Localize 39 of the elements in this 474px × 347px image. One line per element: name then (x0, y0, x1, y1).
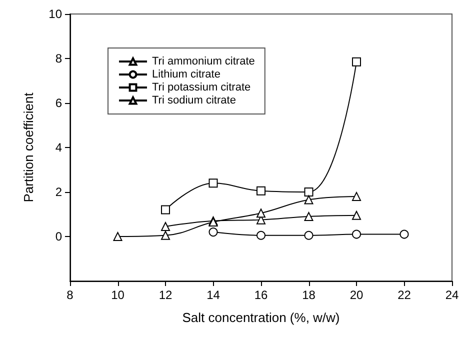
x-tick-label: 20 (350, 288, 364, 302)
y-tick-label: 4 (55, 140, 62, 154)
point (256, 186, 266, 196)
point (304, 230, 314, 240)
legend-label: Lithium citrate (152, 68, 220, 80)
point (208, 178, 218, 188)
point (304, 188, 314, 196)
point (352, 192, 361, 201)
y-tick-label: 10 (48, 7, 62, 21)
legend-label: Tri potassium citrate (152, 82, 251, 94)
point (352, 210, 361, 220)
point (208, 228, 218, 237)
x-tick-label: 12 (158, 288, 172, 302)
point (256, 208, 266, 218)
legend-label: Tri ammonium citrate (152, 56, 255, 68)
y-tick-label: 0 (55, 230, 62, 244)
point (352, 57, 361, 66)
x-tick-label: 8 (66, 288, 74, 302)
y-tick-label: 8 (55, 52, 62, 66)
point (161, 222, 170, 231)
y-tick-label: 2 (55, 185, 62, 199)
point (352, 230, 361, 239)
y-axis-title: Partition coefficient (21, 92, 36, 202)
x-axis-title: Salt concentration (%, w/w) (182, 310, 340, 325)
x-tick-label: 14 (206, 288, 220, 302)
x-tick-label: 22 (398, 288, 412, 302)
x-tick-label: 10 (111, 288, 125, 302)
point (304, 195, 314, 204)
legend-label: Tri sodium citrate (152, 94, 236, 106)
point (161, 230, 170, 240)
point (113, 232, 122, 241)
point (400, 230, 409, 239)
point (304, 212, 314, 221)
point (161, 205, 170, 214)
x-tick-label: 24 (445, 288, 459, 302)
point (256, 230, 266, 240)
x-tick-label: 16 (254, 288, 268, 302)
x-tick-label: 18 (302, 288, 316, 302)
y-tick-label: 6 (55, 96, 62, 110)
